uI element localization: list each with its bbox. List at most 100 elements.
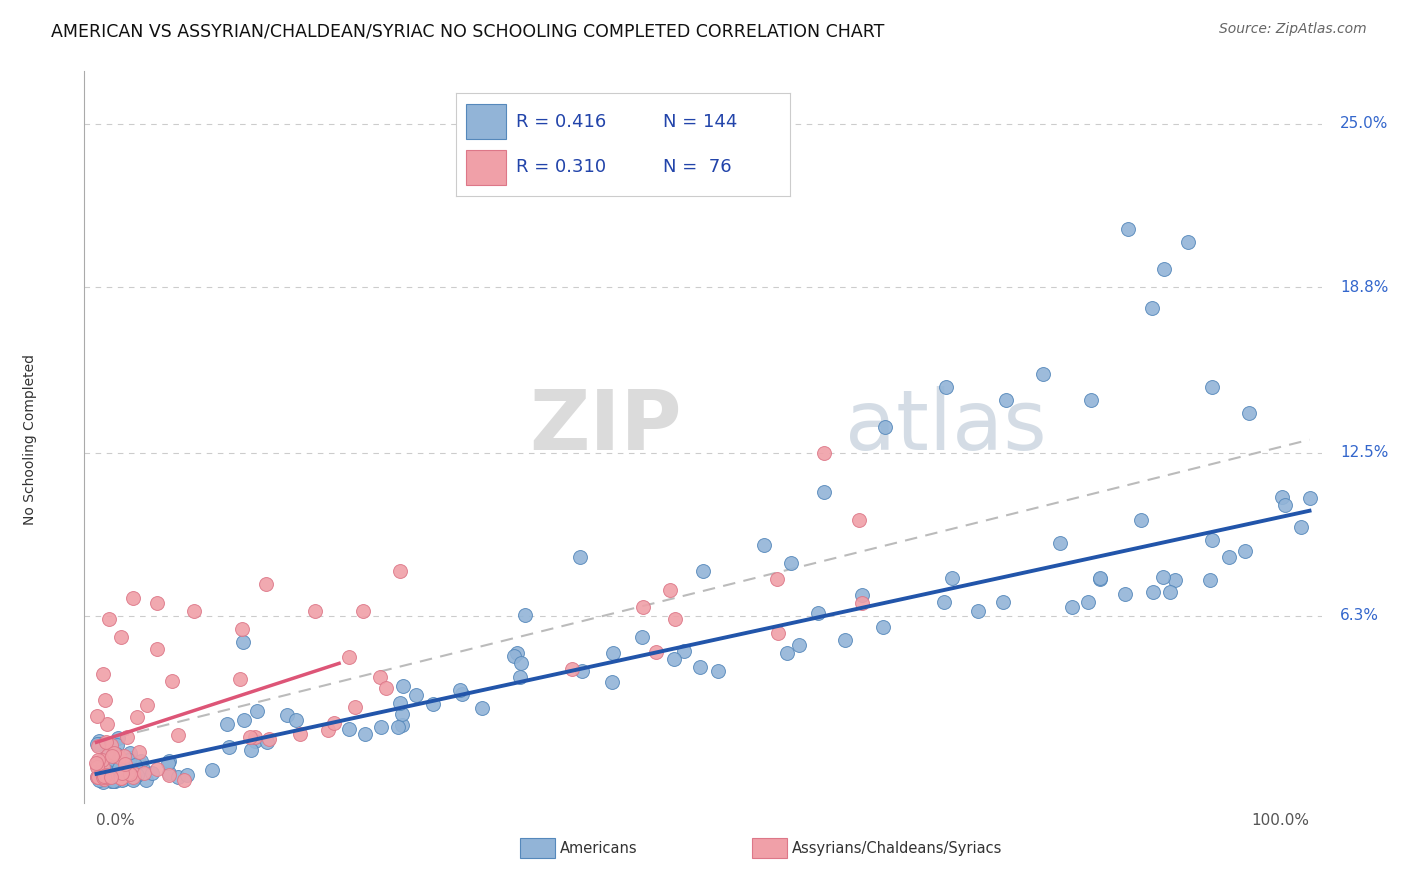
Point xyxy=(848,513,870,527)
Point xyxy=(103,746,125,760)
Point xyxy=(370,720,392,734)
Point xyxy=(775,646,797,660)
Point xyxy=(86,756,108,770)
Point xyxy=(506,646,529,660)
Point xyxy=(339,722,361,736)
Point xyxy=(752,538,775,552)
Point xyxy=(658,583,681,598)
Point xyxy=(240,743,263,757)
Point xyxy=(851,596,873,610)
Point xyxy=(689,660,711,674)
Point xyxy=(122,765,145,780)
Text: Assyrians/Chaldeans/Syriacs: Assyrians/Chaldeans/Syriacs xyxy=(792,841,1002,855)
Point xyxy=(1199,573,1222,587)
Point xyxy=(96,717,118,731)
Point xyxy=(1116,222,1139,236)
Point xyxy=(104,769,127,783)
Point xyxy=(232,634,254,648)
Point xyxy=(127,710,149,724)
Point xyxy=(232,713,254,727)
Point xyxy=(108,771,131,785)
Point xyxy=(121,772,143,787)
Point xyxy=(105,747,128,762)
Point xyxy=(692,564,714,578)
Point xyxy=(91,774,114,789)
Point xyxy=(86,709,108,723)
Point xyxy=(93,771,115,785)
Point xyxy=(872,620,894,634)
Point xyxy=(90,765,112,780)
Point xyxy=(122,591,145,605)
Point xyxy=(127,767,149,781)
Text: ZIP: ZIP xyxy=(530,386,682,467)
Point xyxy=(118,746,141,760)
Point xyxy=(503,648,526,663)
Point xyxy=(470,701,492,715)
Point xyxy=(131,759,153,773)
Point xyxy=(93,772,115,787)
Point xyxy=(97,758,120,772)
Point xyxy=(86,758,108,772)
Point xyxy=(239,730,262,744)
Point xyxy=(141,766,163,780)
Point xyxy=(117,765,139,780)
Point xyxy=(1159,585,1181,599)
Point xyxy=(124,757,146,772)
Point xyxy=(122,772,145,786)
Point xyxy=(114,756,136,771)
Point xyxy=(128,746,150,760)
Point xyxy=(813,485,835,500)
Point xyxy=(157,766,180,780)
Point xyxy=(86,770,108,784)
Point xyxy=(664,652,686,666)
Text: Americans: Americans xyxy=(560,841,637,855)
Point xyxy=(87,737,110,751)
Point xyxy=(1088,572,1111,586)
Point xyxy=(101,766,124,780)
Point xyxy=(100,738,122,752)
Point xyxy=(108,749,131,764)
Point xyxy=(873,419,896,434)
Point xyxy=(1153,261,1175,276)
Text: 12.5%: 12.5% xyxy=(1340,445,1388,460)
Point xyxy=(98,769,121,783)
Point xyxy=(510,657,533,671)
Point xyxy=(103,774,125,789)
Text: 0.0%: 0.0% xyxy=(97,814,135,829)
Point xyxy=(1201,380,1223,394)
Point xyxy=(768,626,790,640)
Text: atlas: atlas xyxy=(845,386,1046,467)
Point xyxy=(110,630,132,644)
Point xyxy=(86,737,108,751)
Point xyxy=(995,393,1018,408)
Point xyxy=(218,740,240,755)
Text: 25.0%: 25.0% xyxy=(1340,117,1388,131)
Point xyxy=(834,632,856,647)
Point xyxy=(121,770,143,784)
Point xyxy=(100,774,122,789)
Point xyxy=(1233,543,1256,558)
Point xyxy=(243,733,266,747)
Point xyxy=(157,754,180,768)
Point xyxy=(115,764,138,779)
Point xyxy=(100,770,122,784)
Point xyxy=(1060,600,1083,615)
Point xyxy=(89,772,111,787)
Point xyxy=(288,727,311,741)
Point xyxy=(94,750,117,764)
Point xyxy=(387,721,409,735)
Point xyxy=(128,755,150,769)
Point xyxy=(97,612,120,626)
Point xyxy=(707,664,730,678)
Point xyxy=(422,698,444,712)
Point xyxy=(672,644,695,658)
Point xyxy=(157,768,180,782)
Point xyxy=(851,588,873,602)
Point xyxy=(93,772,115,787)
Text: 18.8%: 18.8% xyxy=(1340,279,1388,294)
Point xyxy=(100,767,122,781)
Point xyxy=(1140,301,1163,315)
Point xyxy=(766,573,789,587)
Point xyxy=(352,604,374,618)
Point xyxy=(94,692,117,706)
